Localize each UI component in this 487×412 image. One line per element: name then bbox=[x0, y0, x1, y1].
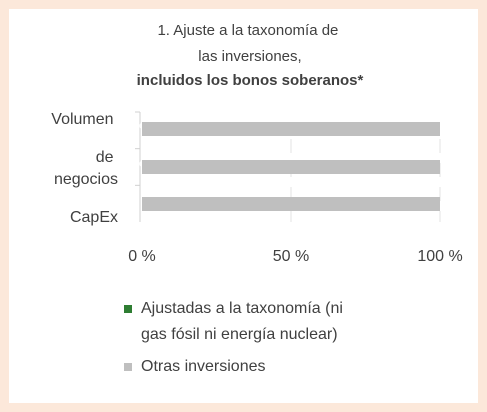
y-tick-label: Volumen de negocios bbox=[51, 111, 118, 188]
bar bbox=[142, 122, 440, 136]
legend-swatch bbox=[124, 363, 132, 371]
bar bbox=[142, 160, 440, 174]
legend-label: Otras inversiones bbox=[141, 358, 266, 375]
chart-title-line: las inversiones, bbox=[198, 48, 301, 65]
y-tick-label-line: negocios bbox=[54, 171, 118, 188]
y-tick-label-line: de bbox=[96, 149, 118, 166]
legend-label-line: gas fósil ni energía nuclear) bbox=[141, 326, 338, 343]
x-tick-label: 50 % bbox=[273, 248, 309, 265]
legend-swatch bbox=[124, 305, 132, 313]
x-tick-label: 0 % bbox=[128, 248, 156, 265]
legend-label-line: Ajustadas a la taxonomía (ni bbox=[141, 300, 347, 317]
chart-subtitle: incluidos los bonos soberanos* bbox=[137, 72, 364, 89]
chart-title: 1. Ajuste a la taxonomía de las inversio… bbox=[157, 22, 342, 65]
legend-label: Ajustadas a la taxonomía (ni gas fósil n… bbox=[141, 300, 347, 343]
y-tick-label-line: Volumen bbox=[51, 111, 118, 128]
bar bbox=[142, 197, 440, 211]
y-tick-label: CapEx bbox=[70, 209, 118, 226]
x-tick-label: 100 % bbox=[417, 248, 462, 265]
chart-title-line: 1. Ajuste a la taxonomía de bbox=[157, 22, 342, 39]
